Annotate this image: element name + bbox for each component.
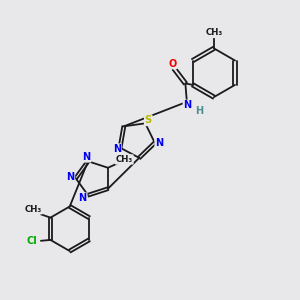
Text: CH₃: CH₃ — [25, 205, 42, 214]
Text: Cl: Cl — [27, 236, 38, 246]
Text: CH₃: CH₃ — [116, 155, 133, 164]
Text: N: N — [155, 138, 163, 148]
Text: N: N — [66, 172, 74, 182]
Text: CH₃: CH₃ — [205, 28, 223, 38]
Text: S: S — [145, 116, 152, 125]
Text: H: H — [195, 106, 203, 116]
Text: N: N — [113, 144, 121, 154]
Text: N: N — [183, 100, 191, 110]
Text: O: O — [169, 58, 177, 68]
Text: N: N — [82, 152, 91, 162]
Text: N: N — [79, 193, 87, 203]
